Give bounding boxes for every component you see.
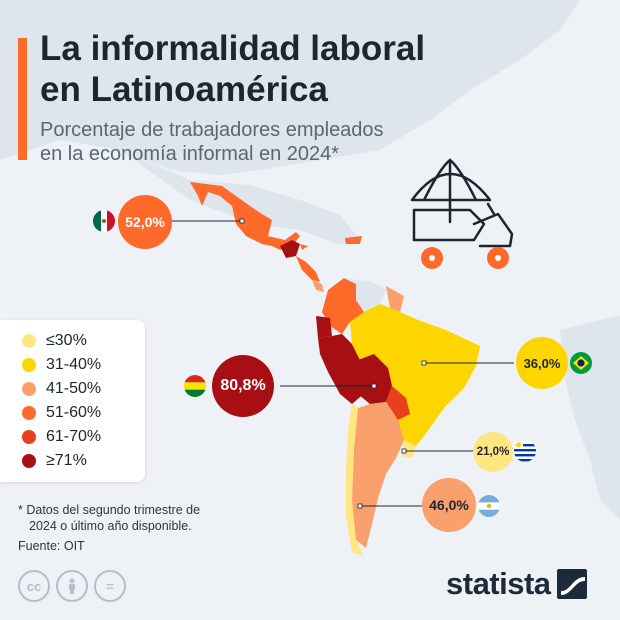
brand-name: statista	[446, 566, 551, 601]
legend-item: 41-50%	[22, 379, 101, 399]
country-mexico	[190, 182, 300, 250]
country-costa-rica	[312, 280, 324, 292]
legend-swatch	[22, 358, 36, 372]
footnote-line2: 2024 o último año disponible.	[29, 519, 192, 533]
page-subtitle-line2: en la economía informal en 2024*	[40, 143, 340, 165]
page-title: La informalidad laboral en Latinoamérica	[40, 28, 425, 110]
country-guyana	[386, 286, 404, 312]
legend-item: ≥71%	[22, 451, 87, 471]
country-central-america-north	[280, 240, 300, 258]
leader-dot-brazil	[421, 360, 427, 366]
cart-wheel-left-hub	[429, 255, 435, 261]
bolivia-flag-icon	[184, 375, 206, 397]
leader-dot-argentina	[357, 503, 363, 509]
mexico-flag-icon	[93, 210, 115, 232]
country-dominican-republic	[345, 236, 362, 244]
page-subtitle: Porcentaje de trabajadores empleados en …	[40, 118, 384, 166]
page-title-line2: en Latinoamérica	[40, 70, 328, 109]
legend: ≤30% 31-40% 41-50% 51-60% 61-70% ≥71%	[0, 320, 145, 482]
legend-item: 51-60%	[22, 403, 101, 423]
footnote: * Datos del segundo trimestre de 2024 o …	[18, 502, 200, 534]
legend-swatch	[22, 382, 36, 396]
callout-uruguay: 21,0%	[473, 432, 513, 472]
country-colombia	[322, 278, 364, 334]
leader-dot-mexico	[239, 218, 245, 224]
cc-icon[interactable]: cc	[18, 570, 50, 602]
legend-item: 31-40%	[22, 355, 101, 375]
country-paraguay	[386, 386, 410, 420]
callout-argentina-value: 46,0%	[429, 497, 469, 513]
statista-logo-icon	[556, 569, 587, 599]
cart-wheel-right-hub	[495, 255, 501, 261]
legend-item: 61-70%	[22, 427, 101, 447]
legend-swatch	[22, 406, 36, 420]
nd-equals-icon[interactable]: =	[94, 570, 126, 602]
legend-label: 51-60%	[46, 404, 102, 421]
country-central-america-south	[296, 256, 320, 282]
legend-swatch	[22, 430, 36, 444]
country-haiti	[300, 244, 308, 250]
country-argentina	[352, 402, 404, 548]
callout-uruguay-value: 21,0%	[476, 446, 510, 458]
callout-argentina: 46,0%	[422, 478, 476, 532]
country-ecuador	[316, 316, 332, 338]
argentina-flag-icon	[478, 495, 500, 517]
callout-brazil: 36,0%	[516, 337, 568, 389]
country-chile	[346, 404, 364, 556]
country-cuba	[310, 232, 338, 238]
country-uruguay	[402, 440, 416, 458]
legend-label: 41-50%	[46, 380, 102, 397]
legend-swatch	[22, 334, 36, 348]
legend-label: 61-70%	[46, 428, 102, 445]
statista-brand[interactable]: statista	[446, 566, 587, 602]
leader-dot-bolivia	[371, 383, 377, 389]
street-vendor-cart-icon	[410, 158, 514, 248]
callout-bolivia-value: 80,8%	[220, 377, 266, 394]
north-america-land-lower	[120, 150, 360, 245]
legend-swatch	[22, 454, 36, 468]
country-brazil	[350, 304, 480, 446]
callout-mexico-value: 52,0%	[125, 214, 165, 230]
by-person-icon[interactable]	[56, 570, 88, 602]
legend-item: ≤30%	[22, 331, 87, 351]
callout-bolivia: 80,8%	[212, 355, 274, 417]
callout-mexico: 52,0%	[118, 195, 172, 249]
callout-brazil-value: 36,0%	[523, 355, 561, 371]
country-venezuela	[344, 278, 386, 312]
north-america-land	[0, 0, 580, 175]
africa-land	[560, 315, 620, 520]
leader-dot-uruguay	[401, 448, 407, 454]
legend-label: ≥71%	[46, 452, 87, 469]
title-accent-bar	[18, 38, 27, 160]
source-text: Fuente: OIT	[18, 539, 85, 553]
page-subtitle-line1: Porcentaje de trabajadores empleados	[40, 119, 384, 141]
legend-label: 31-40%	[46, 356, 102, 373]
license-icons: cc =	[18, 570, 126, 602]
page-title-line1: La informalidad laboral	[40, 29, 426, 68]
country-bolivia	[358, 354, 392, 404]
legend-label: ≤30%	[46, 332, 87, 349]
uruguay-flag-icon	[514, 440, 536, 462]
footnote-line1: * Datos del segundo trimestre de	[18, 503, 201, 517]
brazil-flag-icon	[570, 352, 592, 374]
